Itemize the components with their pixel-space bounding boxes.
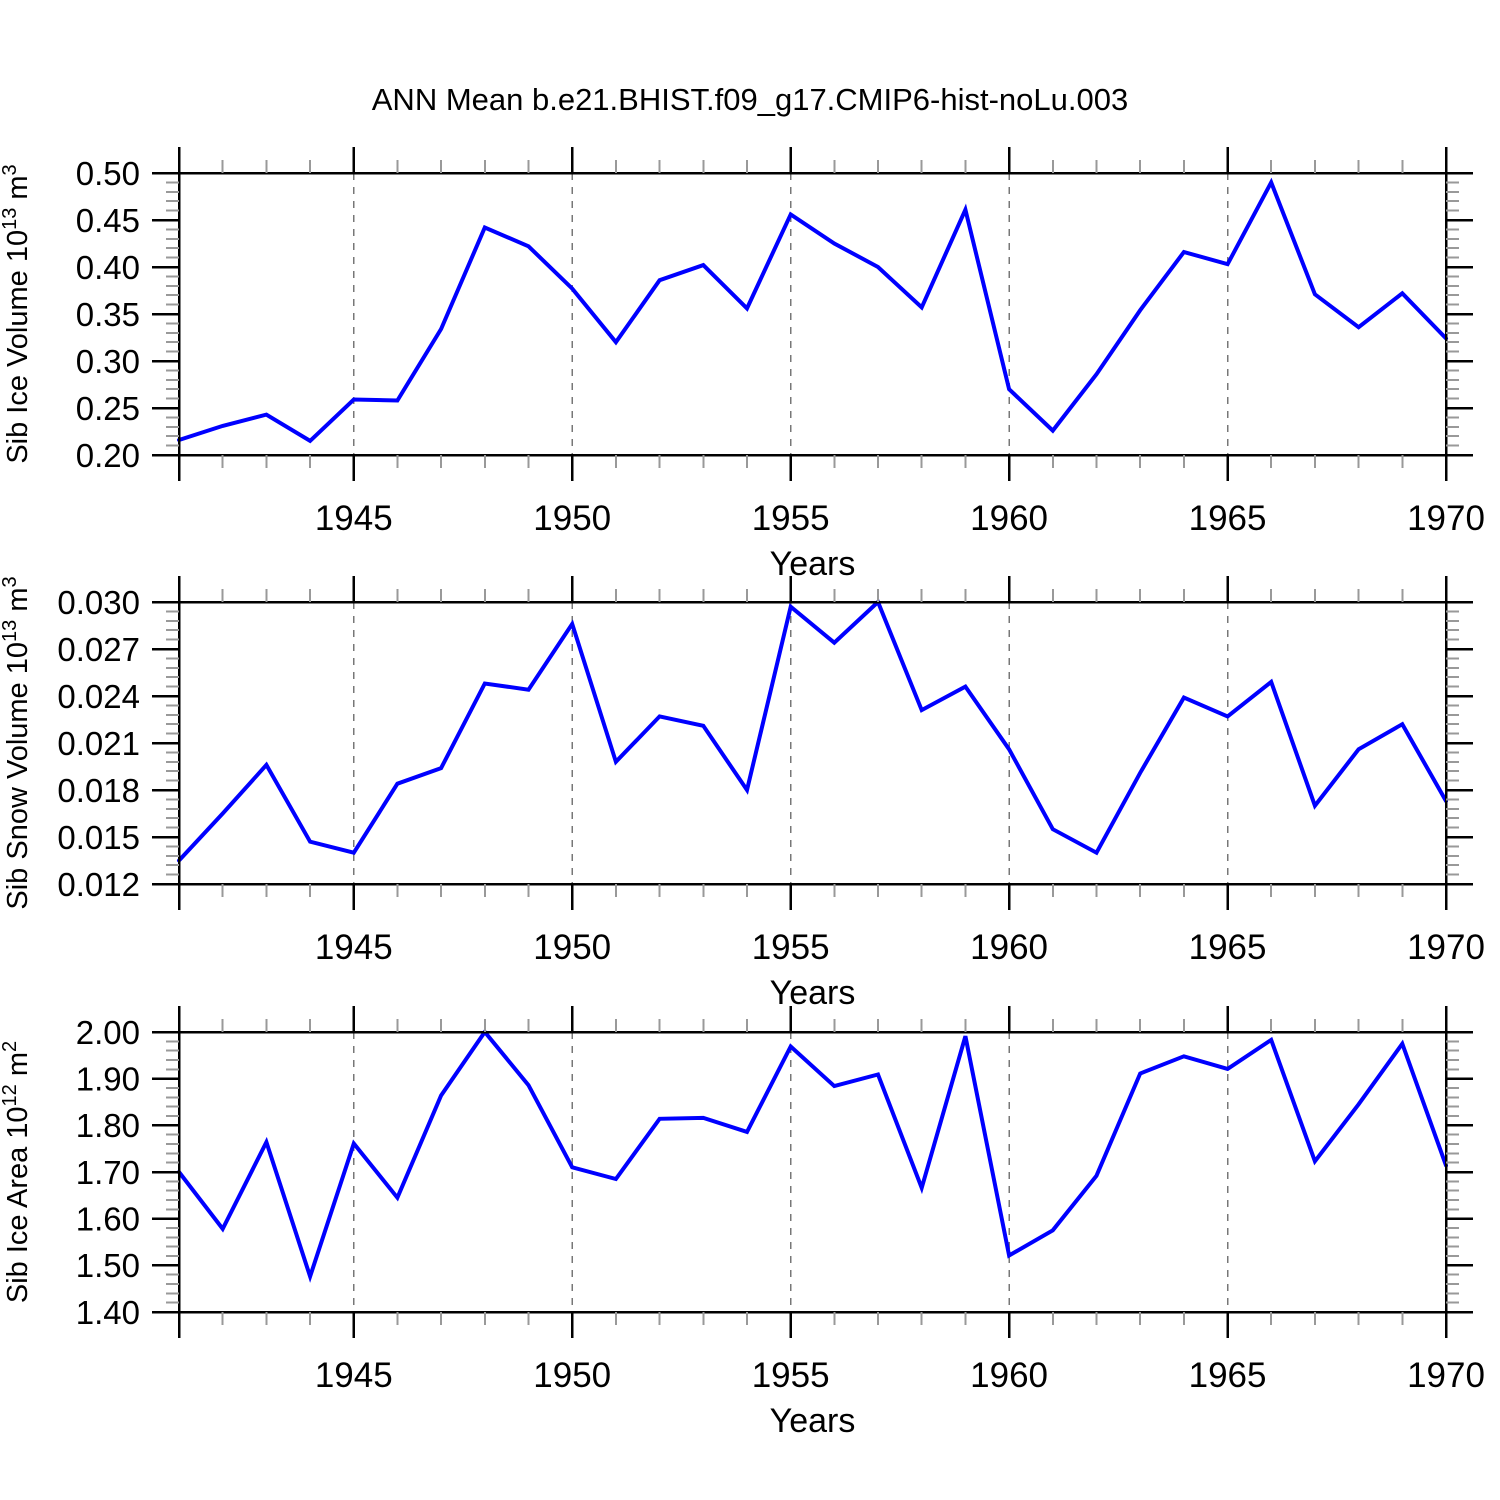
y-tick-labels: 0.012 0.015 0.018 0.021 0.024 0.027 0.030 [57,584,140,903]
series-line-sib-ice-volume [177,177,1448,444]
gridlines [353,1032,1229,1312]
y-tick-label-0.030: 0.030 [57,584,140,621]
y-tick-label-0.015: 0.015 [57,819,140,856]
x-tick-label-1960: 1960 [970,928,1048,967]
x-axis-title: Years [770,545,856,583]
x-tick-label-1970: 1970 [1407,499,1485,538]
y-axis-title: Sib Ice Volume 1013 m3 [0,164,34,463]
y-ticks [152,171,1473,457]
y-ticks [152,600,1473,886]
x-tick-label-1955: 1955 [752,499,830,538]
y-axis-title: Sib Snow Volume 1013 m3 [0,576,34,909]
x-tick-label-1965: 1965 [1189,499,1267,538]
y-tick-label-2.00: 2.00 [76,1014,140,1051]
y-tick-label-0.35: 0.35 [76,296,140,333]
x-tick-labels: 1945 1950 1955 1960 1965 1970 [315,499,1485,538]
y-tick-label-1.50: 1.50 [76,1247,140,1284]
x-tick-label-1950: 1950 [533,499,611,538]
y-tick-label-0.012: 0.012 [57,866,140,903]
y-tick-label-1.90: 1.90 [76,1061,140,1098]
series-line-sib-ice-area [177,1028,1448,1283]
x-tick-label-1965: 1965 [1189,1356,1267,1395]
y-tick-label-1.70: 1.70 [76,1154,140,1191]
x-tick-label-1945: 1945 [315,928,393,967]
gridlines [353,173,1229,455]
y-tick-label-0.40: 0.40 [76,249,140,286]
y-tick-label-0.027: 0.027 [57,631,140,668]
x-tick-label-1965: 1965 [1189,928,1267,967]
y-tick-label-0.018: 0.018 [57,772,140,809]
y-tick-label-0.024: 0.024 [57,678,140,715]
plot-frame [177,171,1448,457]
y-tick-label-0.021: 0.021 [57,725,140,762]
x-axis-title: Years [770,1402,856,1440]
y-tick-label-0.50: 0.50 [76,155,140,192]
x-tick-label-1950: 1950 [533,1356,611,1395]
plot-frame [177,600,1448,886]
series-line-sib-snow-volume [177,598,1448,863]
y-tick-label-0.25: 0.25 [76,390,140,427]
plot-frame [177,1030,1448,1314]
y-tick-labels: 1.40 1.50 1.60 1.70 1.80 1.90 2.00 [76,1014,140,1331]
x-tick-label-1970: 1970 [1407,1356,1485,1395]
x-tick-label-1970: 1970 [1407,928,1485,967]
x-ticks [177,1006,1448,1338]
x-tick-label-1950: 1950 [533,928,611,967]
x-tick-label-1955: 1955 [752,1356,830,1395]
x-tick-label-1955: 1955 [752,928,830,967]
panel-sib-ice-volume: 0.20 0.25 0.30 0.35 0.40 0.45 0.50 1945 1950 1955… [0,147,1485,583]
y-ticks [152,1030,1473,1314]
x-tick-labels: 1945 1950 1955 1960 1965 1970 [315,928,1485,967]
y-tick-label-1.60: 1.60 [76,1201,140,1238]
y-axis-title: Sib Ice Area 1012 m2 [0,1041,34,1303]
y-tick-label-1.80: 1.80 [76,1107,140,1144]
x-ticks [177,147,1448,481]
x-axis-title: Years [770,974,856,1012]
y-tick-label-0.45: 0.45 [76,202,140,239]
x-tick-labels: 1945 1950 1955 1960 1965 1970 [315,1356,1485,1395]
panel-sib-ice-area: 1.40 1.50 1.60 1.70 1.80 1.90 2.00 1945 1950 1955… [0,1006,1485,1440]
y-tick-labels: 0.20 0.25 0.30 0.35 0.40 0.45 0.50 [76,155,140,474]
y-tick-label-0.20: 0.20 [76,437,140,474]
x-tick-label-1945: 1945 [315,499,393,538]
y-tick-label-1.40: 1.40 [76,1294,140,1331]
x-tick-label-1960: 1960 [970,499,1048,538]
x-ticks [177,576,1448,910]
x-tick-label-1945: 1945 [315,1356,393,1395]
x-tick-label-1960: 1960 [970,1356,1048,1395]
gridlines [353,602,1229,884]
y-tick-label-0.30: 0.30 [76,343,140,380]
chart-title: ANN Mean b.e21.BHIST.f09_g17.CMIP6-hist-… [371,82,1129,117]
